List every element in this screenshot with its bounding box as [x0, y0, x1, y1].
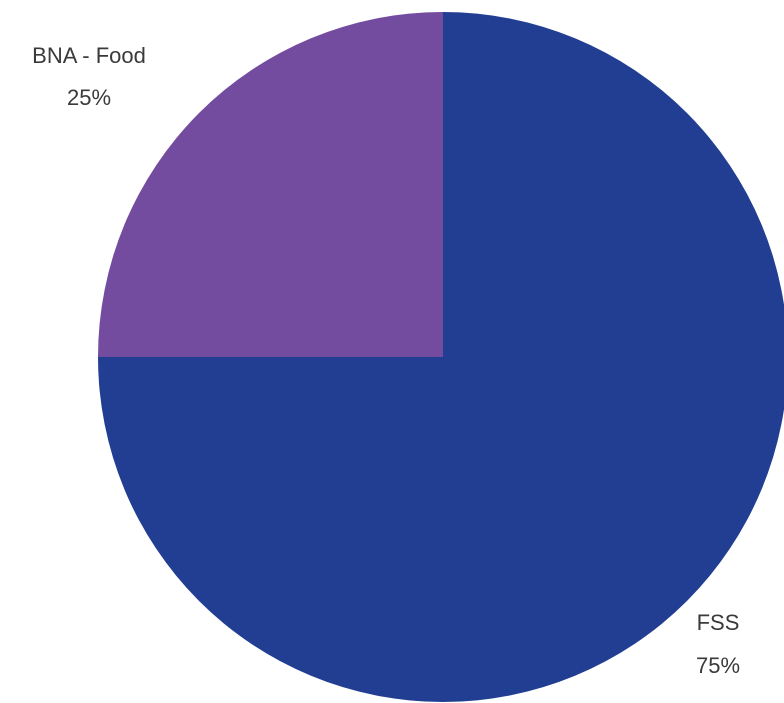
pie-slices — [98, 12, 784, 702]
slice-label-value: 75% — [696, 653, 740, 678]
pie-slice-bna-food — [98, 12, 443, 357]
pie-labels: FSS 75% BNA - Food 25% — [32, 43, 740, 678]
slice-label-value: 25% — [67, 85, 111, 110]
slice-label-name: FSS — [697, 610, 740, 635]
pie-slice-fss — [98, 12, 784, 702]
slice-label-name: BNA - Food — [32, 43, 146, 68]
